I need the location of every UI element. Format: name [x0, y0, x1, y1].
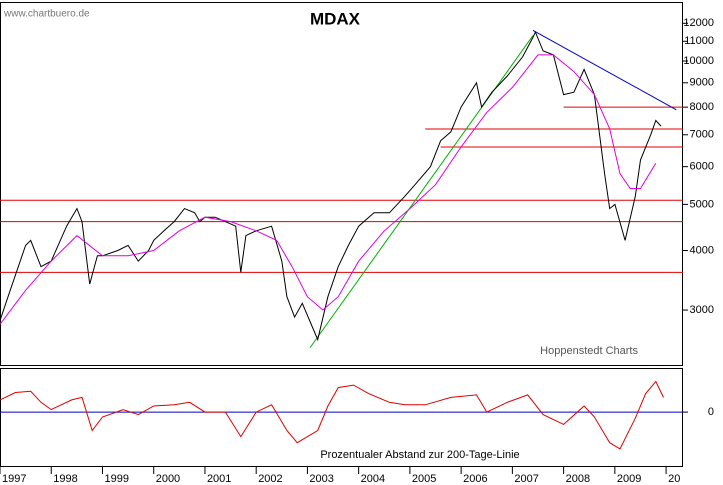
- trend-line: [532, 29, 677, 111]
- source: www.chartbuero.de: [3, 9, 90, 20]
- y-tick-label: 6000: [690, 161, 714, 173]
- x-tick-label: 2001: [207, 473, 231, 485]
- x-tick-label: 2007: [514, 473, 538, 485]
- x-tick-label: 1999: [104, 473, 128, 485]
- y-tick-label: 12000: [683, 17, 714, 29]
- series-line: [0, 380, 664, 450]
- y-tick-label: 8000: [690, 101, 714, 113]
- plot-frame: [0, 368, 683, 467]
- x-tick-label: 2006: [463, 473, 487, 485]
- chart-title: MDAX: [310, 9, 361, 28]
- y-tick-label: 7000: [690, 129, 714, 141]
- y-tick-label: 11000: [684, 35, 714, 47]
- series-line: [0, 30, 662, 342]
- panel-title: Prozentualer Abstand zur 200-Tage-Linie: [320, 449, 519, 461]
- x-tick-label: 2002: [258, 473, 282, 485]
- y-tick-label: 3000: [690, 304, 714, 316]
- y-tick-label: 9000: [690, 77, 714, 89]
- y-tick-label: 5000: [690, 198, 714, 210]
- x-tick-label: 1997: [2, 473, 26, 485]
- trend-line: [309, 35, 534, 349]
- x-tick-label: 2005: [412, 473, 436, 485]
- plot-frame: [0, 2, 683, 366]
- y-tick-label: 4000: [690, 244, 714, 256]
- series-line: [0, 54, 657, 325]
- x-tick-label: 2004: [361, 473, 385, 485]
- y-tick-label: 0: [708, 406, 714, 418]
- x-tick-label: 2008: [566, 473, 590, 485]
- annotation: Hoppenstedt Charts: [540, 345, 638, 357]
- x-tick-label: 2000: [156, 473, 180, 485]
- x-tick-label: 1998: [53, 473, 77, 485]
- x-tick-label: 20: [668, 473, 680, 485]
- x-tick-label: 2003: [309, 473, 333, 485]
- x-tick-label: 2009: [617, 473, 641, 485]
- y-tick-label: 10000: [683, 55, 714, 67]
